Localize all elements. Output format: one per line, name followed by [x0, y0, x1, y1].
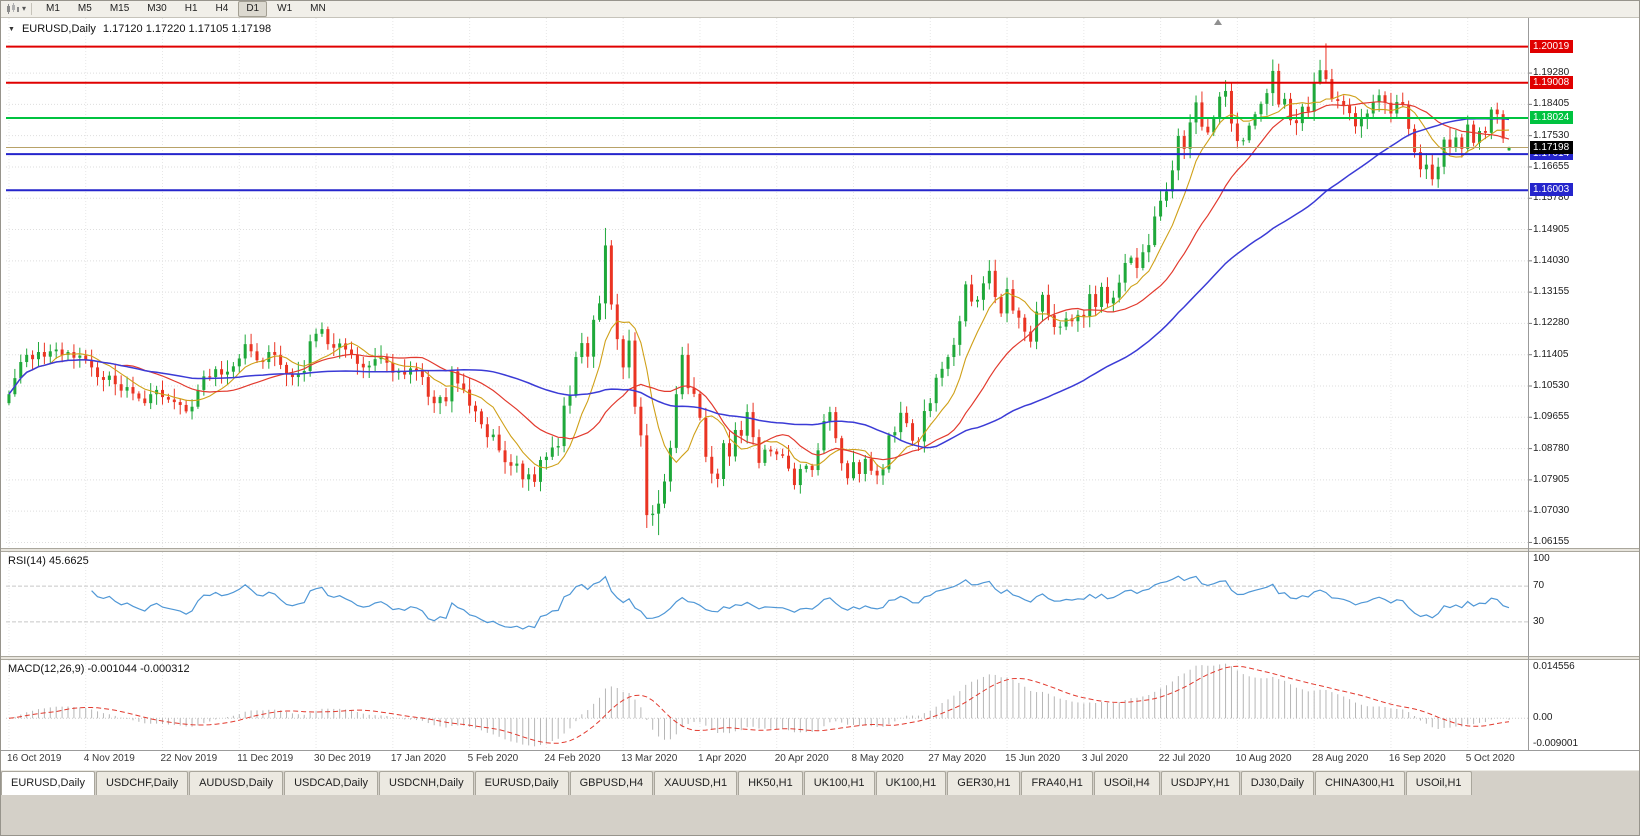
symbol-name: EURUSD,Daily	[21, 23, 96, 35]
macd-label: MACD(12,26,9) -0.001044 -0.000312	[8, 663, 190, 675]
toolbar: ▾ M1 M5 M15 M30 H1 H4 D1 W1 MN	[0, 0, 1640, 18]
timeframe-button-mn[interactable]: MN	[310, 2, 326, 14]
pane-splitter-macd[interactable]	[0, 656, 1640, 660]
chart-tab-bar: EURUSD,Daily USDCHF,Daily AUDUSD,Daily USDC…	[0, 770, 1640, 795]
rsi-label: RSI(14) 45.6625	[8, 555, 89, 567]
grid-layer	[6, 18, 1532, 750]
timeframe-button-h1[interactable]: H1	[184, 2, 198, 14]
rsi-layer	[6, 575, 1528, 630]
ma-lines-layer	[8, 93, 1510, 470]
candlestick-glyph	[7, 2, 19, 14]
ohlc-values: 1.17120 1.17220 1.17105 1.17198	[102, 23, 272, 35]
chart-tab-6[interactable]: GBPUSD,H4	[569, 771, 654, 795]
toolbar-separator	[31, 2, 33, 15]
timeframe-button-d1[interactable]: D1	[238, 0, 268, 17]
timeframe-button-m30[interactable]: M30	[147, 2, 167, 14]
timeframe-button-m1[interactable]: M1	[46, 2, 60, 14]
chart-tab-9[interactable]: UK100,H1	[803, 771, 875, 795]
chart-type-dropdown-icon[interactable]: ▾	[22, 3, 27, 13]
price-axis-separator[interactable]	[1528, 18, 1529, 750]
timeframe-bar: M1 M5 M15 M30 H1 H4 D1 W1 MN	[37, 0, 335, 17]
chart-tab-2[interactable]: AUDUSD,Daily	[189, 771, 284, 795]
chart-tab-15[interactable]: DJ30,Daily	[1240, 771, 1314, 795]
chart-tab-0[interactable]: EURUSD,Daily	[1, 771, 95, 795]
collapse-caret-icon[interactable]: ▼	[8, 25, 15, 33]
chart-tab-5[interactable]: EURUSD,Daily	[474, 771, 569, 795]
chart-tab-11[interactable]: GER30,H1	[947, 771, 1021, 795]
time-axis-separator	[0, 750, 1640, 751]
chart-tab-3[interactable]: USDCAD,Daily	[284, 771, 379, 795]
symbol-header: ▼ EURUSD,Daily 1.17120 1.17220 1.17105 1…	[8, 23, 271, 35]
chart-tab-16[interactable]: CHINA300,H1	[1314, 771, 1405, 795]
chart-tab-10[interactable]: UK100,H1	[875, 771, 947, 795]
chart-tab-17[interactable]: USOil,H1	[1405, 771, 1472, 795]
timeframe-button-h4[interactable]: H4	[215, 2, 229, 14]
pane-splitter-rsi[interactable]	[0, 548, 1640, 552]
chart-shift-marker[interactable]	[1214, 19, 1222, 25]
chart-tab-14[interactable]: USDJPY,H1	[1160, 771, 1240, 795]
chart-background[interactable]	[0, 18, 1640, 770]
chart-tab-7[interactable]: XAUUSD,H1	[654, 771, 738, 795]
levels-layer	[6, 45, 1528, 192]
chart-tab-13[interactable]: USOil,H4	[1093, 771, 1160, 795]
chart-tab-4[interactable]: USDCNH,Daily	[379, 771, 474, 795]
chart-type-icon[interactable]	[4, 2, 22, 16]
chart-tab-12[interactable]: FRA40,H1	[1021, 771, 1093, 795]
candles-layer	[7, 43, 1511, 536]
macd-layer	[6, 663, 1528, 747]
timeframe-button-w1[interactable]: W1	[277, 2, 293, 14]
chart-tab-1[interactable]: USDCHF,Daily	[95, 771, 189, 795]
chart-tab-8[interactable]: HK50,H1	[738, 771, 803, 795]
timeframe-button-m5[interactable]: M5	[77, 2, 92, 14]
timeframe-button-m15[interactable]: M15	[109, 2, 130, 14]
window-bottom	[0, 795, 1640, 836]
